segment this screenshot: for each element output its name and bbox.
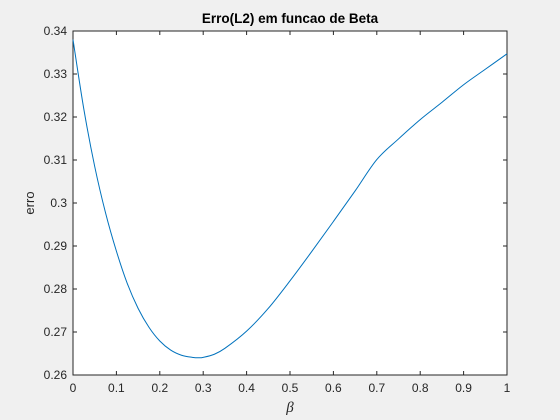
x-axis-ticks: 0 0.1 0.2 0.3 0.4 0.5 0.6 0.7 0.8 0.9 1: [70, 31, 511, 395]
y-tick-label: 0.29: [44, 239, 68, 253]
plot-area: [72, 30, 508, 376]
y-tick-label: 0.33: [44, 67, 68, 81]
x-tick-label: 0.3: [195, 381, 212, 395]
y-tick-label: 0.28: [44, 282, 68, 296]
x-tick-label: 0.9: [455, 381, 472, 395]
x-tick-label: 0.7: [368, 381, 385, 395]
x-tick-label: 1: [504, 381, 511, 395]
x-tick-label: 0: [70, 381, 77, 395]
y-tick-label: 0.27: [44, 325, 68, 339]
x-tick-label: 0.1: [108, 381, 125, 395]
chart-title: Erro(L2) em funcao de Beta: [202, 11, 379, 26]
x-tick-label: 0.2: [151, 381, 168, 395]
x-tick-label: 0.8: [412, 381, 429, 395]
y-tick-label: 0.34: [44, 24, 68, 38]
x-tick-label: 0.6: [325, 381, 342, 395]
y-axis-label: erro: [22, 191, 37, 214]
y-axis-ticks: 0.26 0.27 0.28 0.29 0.3 0.31 0.32 0.33 0.34: [44, 24, 507, 382]
y-tick-label: 0.31: [44, 153, 68, 167]
x-tick-label: 0.4: [238, 381, 255, 395]
y-tick-label: 0.26: [44, 368, 68, 382]
y-tick-label: 0.3: [50, 196, 67, 210]
series-line: [72, 39, 508, 359]
y-tick-label: 0.32: [44, 110, 68, 124]
x-axis-label: β: [285, 400, 294, 416]
x-tick-label: 0.5: [282, 381, 299, 395]
